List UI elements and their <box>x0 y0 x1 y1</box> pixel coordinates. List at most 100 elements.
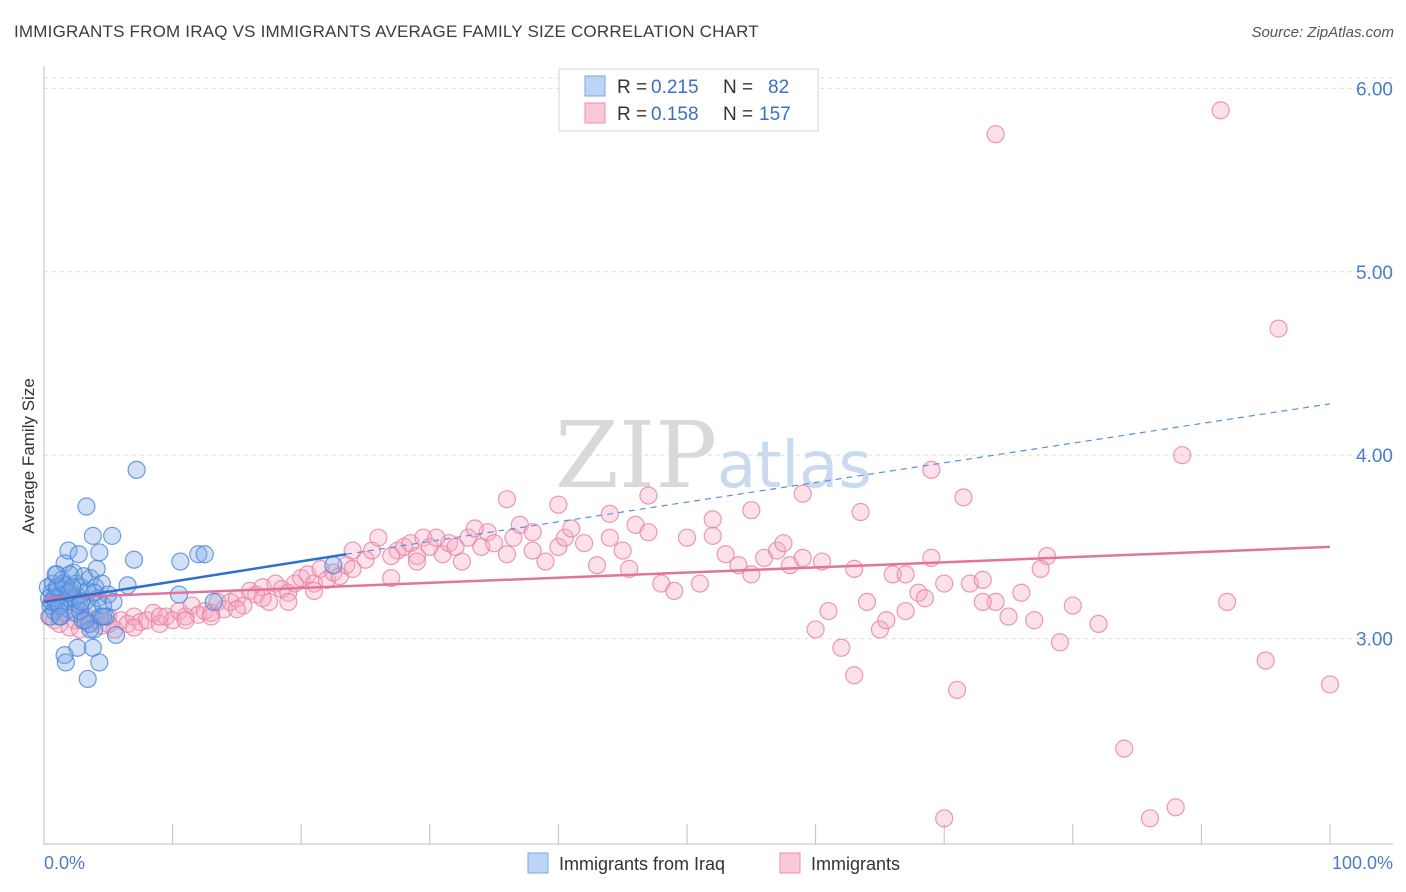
data-point <box>46 565 65 584</box>
data-point <box>90 543 109 562</box>
data-point <box>1320 675 1340 694</box>
data-point <box>896 601 915 621</box>
x-tick-min: 0.0% <box>44 853 85 873</box>
data-point <box>742 501 761 520</box>
data-point <box>54 574 73 593</box>
legend-r-label-1: R = <box>617 77 647 98</box>
data-point <box>677 528 697 547</box>
data-point <box>69 545 88 564</box>
data-point <box>575 534 594 553</box>
data-point <box>716 545 735 564</box>
data-point <box>497 490 517 509</box>
data-point <box>465 519 484 538</box>
trend-line-iraq <box>43 552 347 604</box>
data-point <box>767 541 787 560</box>
data-point <box>845 559 864 578</box>
data-point <box>150 607 169 626</box>
data-point <box>169 585 189 604</box>
data-point <box>189 545 208 564</box>
data-point <box>851 502 870 522</box>
data-point <box>1025 611 1044 630</box>
data-point <box>94 607 113 626</box>
data-point <box>986 125 1005 144</box>
bottom-legend: Immigrants from Iraq Immigrants <box>527 852 900 874</box>
data-point <box>1089 614 1108 634</box>
data-point <box>523 523 542 542</box>
data-point <box>63 578 82 597</box>
data-point <box>883 565 902 584</box>
data-point <box>70 601 90 621</box>
data-point <box>639 523 658 542</box>
legend-r-value-1: 0.215 <box>651 77 699 98</box>
data-point <box>793 484 812 503</box>
data-point <box>947 680 967 700</box>
data-point <box>819 601 838 621</box>
data-point <box>549 537 568 556</box>
data-point <box>59 541 78 560</box>
data-point <box>68 638 87 657</box>
data-point <box>51 607 70 626</box>
data-point <box>639 486 658 505</box>
data-point <box>1166 798 1185 817</box>
data-point <box>703 526 722 545</box>
data-point <box>106 625 126 645</box>
y-tick-label: 5.00 <box>1356 263 1393 284</box>
data-point <box>774 534 793 553</box>
data-point <box>253 589 272 608</box>
data-point <box>343 541 362 560</box>
data-point <box>1256 651 1275 670</box>
data-point <box>103 526 122 545</box>
data-point <box>999 607 1018 626</box>
data-point <box>81 568 100 588</box>
legend-n-label-1: N = <box>723 77 753 98</box>
data-point <box>304 581 324 600</box>
data-point <box>986 592 1005 612</box>
legend-swatch-iraq <box>584 75 606 97</box>
data-point <box>665 581 684 600</box>
legend-swatch-immigrants <box>584 102 606 124</box>
data-point <box>1269 319 1288 338</box>
data-point <box>536 552 555 571</box>
data-point <box>407 552 427 571</box>
data-point <box>613 541 632 560</box>
data-point <box>77 497 96 516</box>
data-point <box>742 565 761 584</box>
data-point <box>555 528 574 547</box>
data-point <box>104 592 123 612</box>
data-point <box>227 600 246 619</box>
data-point <box>1031 559 1050 578</box>
data-point <box>935 809 954 828</box>
legend-n-value-2: 157 <box>759 104 791 125</box>
trend-line-immigrants <box>43 545 1331 600</box>
data-point <box>202 607 221 626</box>
legend-n-label-2: N = <box>723 104 753 125</box>
legend-n-value-1: 82 <box>768 77 789 98</box>
data-point <box>56 653 75 672</box>
data-point <box>973 570 992 589</box>
data-point <box>497 545 517 564</box>
axes <box>43 66 1393 845</box>
data-point <box>78 669 97 689</box>
trend-line-iraq-extension <box>346 403 1331 555</box>
y-tick-label: 6.00 <box>1356 79 1393 100</box>
y-tick-labels: 3.00 4.00 5.00 6.00 <box>1356 79 1393 650</box>
data-point <box>124 550 144 569</box>
data-point <box>1211 101 1230 120</box>
data-point <box>1173 446 1192 465</box>
data-point <box>176 611 195 630</box>
bottom-legend-label-immigrants: Immigrants <box>811 854 900 874</box>
data-point <box>127 460 146 479</box>
data-point <box>915 589 935 608</box>
bottom-legend-label-iraq: Immigrants from Iraq <box>559 854 725 874</box>
data-point <box>954 488 973 507</box>
data-point <box>452 552 472 571</box>
data-point <box>806 620 825 639</box>
data-point <box>195 545 214 564</box>
legend-r-value-2: 0.158 <box>651 104 699 125</box>
data-point <box>896 565 915 584</box>
data-point <box>1012 583 1031 602</box>
data-point <box>427 528 446 547</box>
legend: R = 0.215 N = 82 R = 0.158 N = 157 <box>558 68 819 132</box>
y-tick-label: 4.00 <box>1356 446 1393 467</box>
